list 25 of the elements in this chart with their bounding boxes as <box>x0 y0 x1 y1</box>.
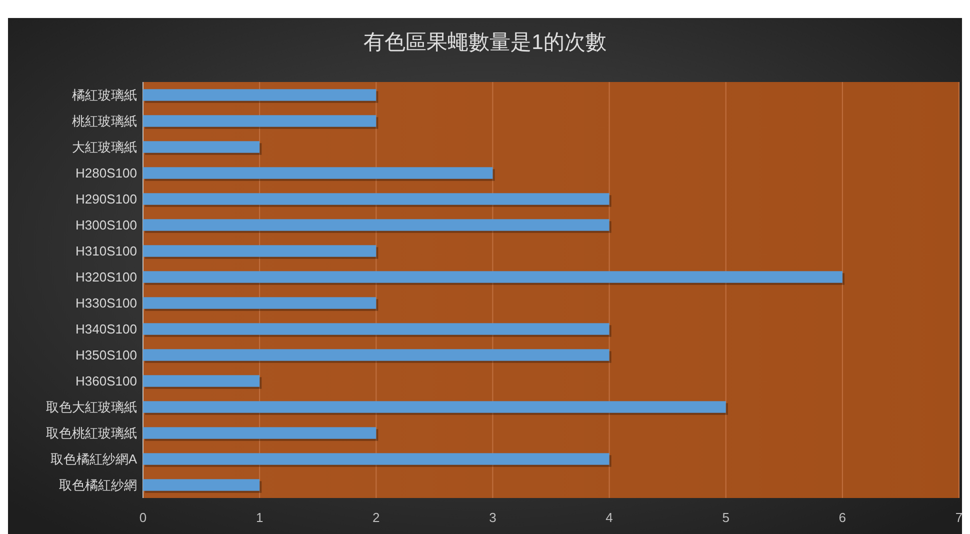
y-tick-label: 取色大紅玻璃紙 <box>46 400 137 414</box>
x-tick-label: 1 <box>256 510 264 525</box>
x-tick-label: 5 <box>722 510 730 525</box>
y-tick-label: H290S100 <box>76 192 137 206</box>
y-tick-label: H360S100 <box>76 374 137 388</box>
y-tick-label: 取色桃紅玻璃紙 <box>46 426 137 440</box>
y-tick-label: H330S100 <box>76 296 137 310</box>
x-tick-label: 4 <box>606 510 613 525</box>
y-tick-label: H300S100 <box>76 218 137 232</box>
y-tick-label: 取色橘紅紗網A <box>50 452 138 466</box>
chart-title: 有色區果蠅數量是1的次數 <box>364 31 606 54</box>
y-tick-label: H320S100 <box>76 270 137 284</box>
y-tick-label: H280S100 <box>76 166 137 180</box>
y-tick-label: H310S100 <box>76 244 137 258</box>
x-tick-label: 6 <box>838 510 846 525</box>
x-tick-label: 3 <box>489 510 496 525</box>
y-tick-label: H350S100 <box>76 348 137 362</box>
y-tick-label: H340S100 <box>76 322 137 336</box>
y-tick-label: 大紅玻璃紙 <box>72 140 137 154</box>
x-tick-label: 7 <box>955 510 963 525</box>
y-tick-label: 橘紅玻璃紙 <box>72 88 137 102</box>
y-tick-label: 取色橘紅紗網 <box>59 478 137 492</box>
x-tick-label: 0 <box>139 510 147 525</box>
x-tick-label: 2 <box>372 510 380 525</box>
y-tick-label: 桃紅玻璃紙 <box>72 114 137 128</box>
